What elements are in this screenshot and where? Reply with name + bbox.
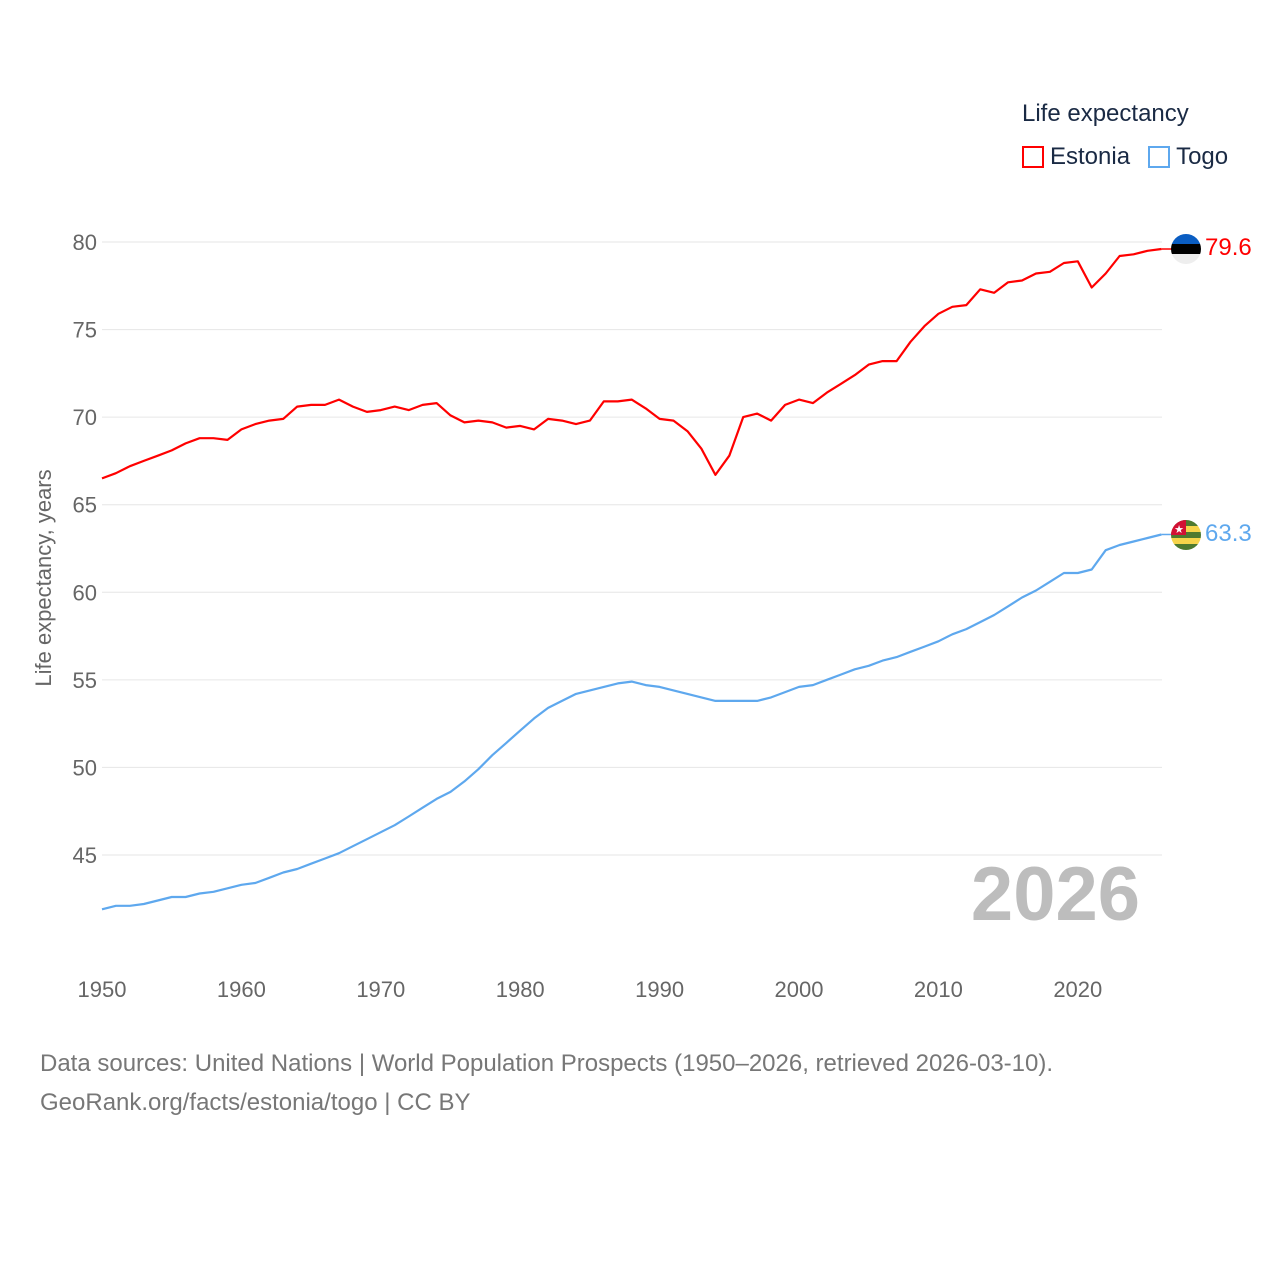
y-tick-label: 65: [73, 493, 97, 518]
x-tick-label: 1990: [635, 977, 684, 1002]
x-tick-label: 1980: [496, 977, 545, 1002]
x-tick-label: 1950: [78, 977, 127, 1002]
source-line: Data sources: United Nations | World Pop…: [40, 1050, 1054, 1077]
legend: Estonia Togo: [1022, 143, 1228, 171]
y-tick-label: 45: [73, 843, 97, 868]
legend-title: Life expectancy: [1022, 100, 1189, 127]
y-tick-label: 75: [73, 318, 97, 343]
estonia-end-label: 79.6: [1205, 234, 1252, 261]
estonia-flag-icon: [1171, 234, 1201, 264]
series-line-estonia: [101, 247, 1162, 480]
x-tick-label: 1960: [217, 977, 266, 1002]
legend-item-togo[interactable]: Togo: [1148, 143, 1228, 171]
legend-swatch: [1022, 146, 1044, 168]
y-tick-label: 60: [73, 580, 97, 605]
x-tick-label: 1970: [356, 977, 405, 1002]
svg-text:★: ★: [1174, 524, 1184, 536]
y-tick-label: 55: [73, 668, 97, 693]
x-tick-label: 2000: [775, 977, 824, 1002]
y-tick-label: 50: [73, 755, 97, 780]
series-line-togo: [101, 533, 1162, 911]
togo-end-label: 63.3: [1205, 520, 1252, 547]
source-link[interactable]: GeoRank.org/facts/estonia/togo | CC BY: [40, 1089, 471, 1116]
legend-item-estonia[interactable]: Estonia: [1022, 143, 1130, 171]
legend-swatch: [1148, 146, 1171, 168]
x-tick-label: 2010: [914, 977, 963, 1002]
x-tick-label: 2020: [1053, 977, 1102, 1002]
y-tick-label: 80: [73, 230, 97, 255]
togo-flag-icon: ★: [1171, 520, 1201, 550]
year-watermark: 2026: [971, 852, 1140, 937]
source-note: Data sources: United Nations | World Pop…: [40, 1044, 1053, 1122]
legend-label: Estonia: [1050, 143, 1131, 170]
y-axis-label: Life expectancy, years: [31, 469, 56, 686]
legend-label: Togo: [1176, 143, 1229, 170]
y-tick-label: 70: [73, 405, 97, 430]
